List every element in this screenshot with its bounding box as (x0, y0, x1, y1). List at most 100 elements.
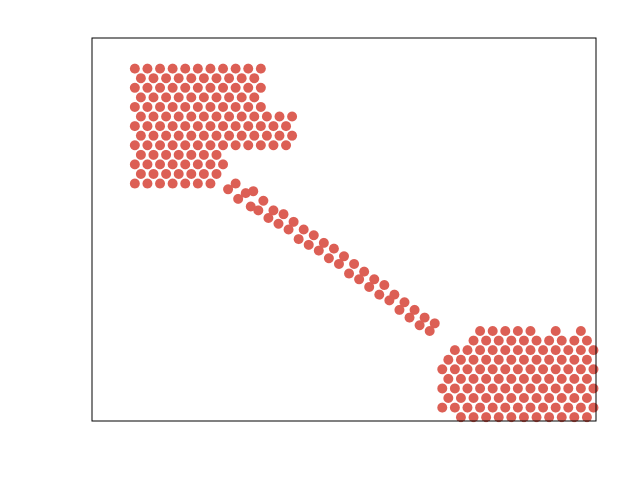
point (493, 335, 504, 346)
point (588, 402, 599, 413)
point (236, 111, 247, 122)
point (230, 63, 241, 74)
point (192, 82, 203, 93)
point (575, 325, 586, 336)
point (230, 140, 241, 151)
point (493, 393, 504, 404)
point (512, 325, 523, 336)
point (155, 159, 166, 170)
point (249, 92, 260, 103)
point (487, 325, 498, 336)
point (218, 82, 229, 93)
point (198, 73, 209, 84)
point (399, 297, 410, 308)
point (468, 412, 479, 423)
point (192, 121, 203, 132)
point (339, 251, 349, 262)
point (544, 354, 555, 365)
point (556, 354, 567, 365)
point (173, 92, 184, 103)
point (281, 121, 292, 132)
point (481, 354, 492, 365)
point (506, 412, 517, 423)
point (255, 82, 266, 93)
point (556, 373, 567, 384)
point (308, 230, 319, 241)
point (224, 73, 235, 84)
point (374, 289, 385, 300)
point (249, 111, 260, 122)
point (550, 402, 561, 413)
point (506, 335, 517, 346)
point (318, 237, 329, 248)
point (167, 178, 178, 189)
point (135, 92, 146, 103)
point (575, 383, 586, 394)
point (211, 149, 222, 160)
point (475, 364, 486, 375)
point (186, 149, 197, 160)
point (240, 188, 251, 199)
point (531, 335, 542, 346)
point (155, 140, 166, 151)
point (161, 92, 172, 103)
point (394, 304, 405, 315)
point (449, 345, 460, 356)
point (268, 140, 279, 151)
point (218, 63, 229, 74)
point (161, 73, 172, 84)
point (287, 111, 298, 122)
point (268, 121, 279, 132)
point (155, 101, 166, 112)
point (369, 274, 380, 285)
point (449, 402, 460, 413)
point (328, 243, 339, 254)
point (129, 159, 140, 170)
point (278, 209, 289, 220)
point (500, 383, 511, 394)
point (173, 73, 184, 84)
point (443, 373, 454, 384)
point (161, 168, 172, 179)
point (249, 73, 260, 84)
point (379, 280, 390, 291)
point (198, 130, 209, 141)
point (293, 234, 304, 245)
point (588, 345, 599, 356)
point (525, 364, 536, 375)
point (333, 258, 344, 269)
point (429, 318, 440, 329)
point (224, 130, 235, 141)
point (135, 73, 146, 84)
point (443, 393, 454, 404)
point (506, 373, 517, 384)
point (129, 140, 140, 151)
point (135, 168, 146, 179)
point (544, 335, 555, 346)
point (588, 364, 599, 375)
point (223, 184, 234, 195)
point (167, 159, 178, 170)
point (155, 121, 166, 132)
point (135, 130, 146, 141)
point (414, 320, 425, 331)
point (538, 345, 549, 356)
point (173, 111, 184, 122)
point (581, 393, 592, 404)
point (255, 140, 266, 151)
point (581, 412, 592, 423)
point (253, 205, 264, 216)
point (155, 63, 166, 74)
point (273, 218, 284, 229)
point (142, 101, 153, 112)
point (424, 325, 435, 336)
point (575, 345, 586, 356)
point (525, 345, 536, 356)
point (389, 289, 400, 300)
point (409, 304, 420, 315)
point (468, 373, 479, 384)
point (569, 412, 580, 423)
point (298, 224, 309, 235)
point (538, 364, 549, 375)
